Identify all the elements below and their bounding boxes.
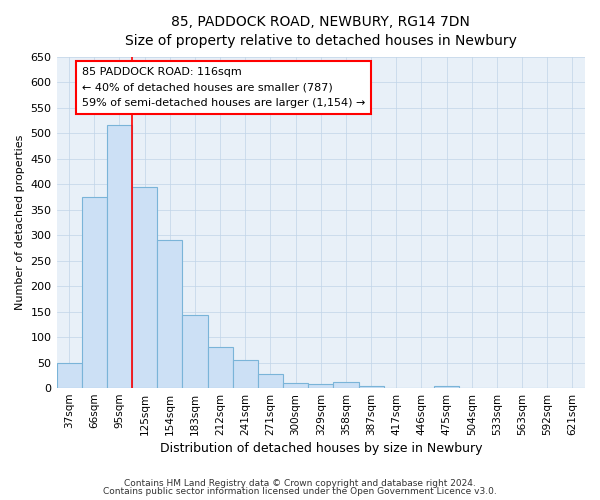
Bar (283, 383, 308, 388)
Bar (308, 384, 334, 388)
Bar (132, 186, 157, 388)
Bar (334, 382, 359, 388)
Text: Contains HM Land Registry data © Crown copyright and database right 2024.: Contains HM Land Registry data © Crown c… (124, 478, 476, 488)
Bar (233, 360, 258, 388)
Y-axis label: Number of detached properties: Number of detached properties (15, 134, 25, 310)
Bar (359, 386, 383, 388)
X-axis label: Distribution of detached houses by size in Newbury: Distribution of detached houses by size … (160, 442, 482, 455)
Bar (107, 126, 132, 388)
Bar (182, 315, 208, 388)
Bar (82, 197, 107, 388)
Bar (157, 240, 182, 388)
Bar (434, 386, 459, 388)
Bar (258, 374, 283, 388)
Bar (56, 362, 82, 388)
Text: Contains public sector information licensed under the Open Government Licence v3: Contains public sector information licen… (103, 487, 497, 496)
Text: 85 PADDOCK ROAD: 116sqm
← 40% of detached houses are smaller (787)
59% of semi-d: 85 PADDOCK ROAD: 116sqm ← 40% of detache… (82, 67, 365, 108)
Bar (208, 348, 233, 388)
Title: 85, PADDOCK ROAD, NEWBURY, RG14 7DN
Size of property relative to detached houses: 85, PADDOCK ROAD, NEWBURY, RG14 7DN Size… (125, 15, 517, 48)
